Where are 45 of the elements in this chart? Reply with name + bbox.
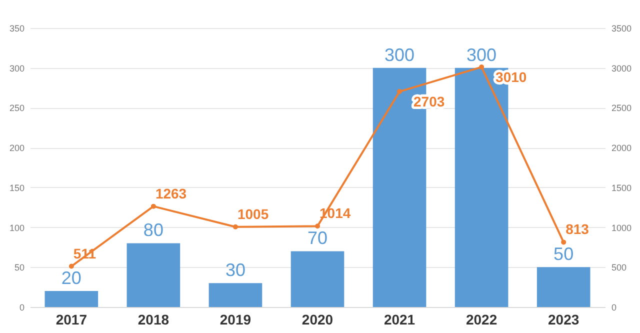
bar (126, 243, 180, 307)
point (561, 240, 566, 245)
x-tick-label: 2020 (302, 312, 334, 328)
y2-tick-label: 3000 (612, 63, 632, 74)
x-tick-label: 2017 (56, 312, 88, 328)
y2-tick-label: 2500 (612, 103, 632, 114)
y2-tick-label: 2000 (612, 143, 632, 154)
y-tick-label: 250 (9, 103, 24, 114)
data-label: 300 (466, 44, 497, 65)
y-tick-label: 0 (19, 302, 24, 312)
x-tick-label: 2022 (466, 312, 498, 328)
x-tick-label: 2019 (220, 312, 252, 328)
y2-tick-label: 1500 (612, 182, 632, 193)
y-tick-label: 100 (9, 222, 24, 233)
point (232, 224, 238, 230)
data-label: 30 (225, 260, 246, 280)
data-label: 300 (384, 44, 415, 65)
y-tick-label: 350 (9, 24, 24, 34)
bar (290, 251, 344, 307)
data-label: 1263 (155, 185, 187, 202)
y2-tick-label: 1000 (612, 222, 632, 233)
y-tick-label: 300 (9, 63, 24, 74)
data-label: 50 (554, 244, 574, 264)
data-label: 80 (143, 220, 164, 240)
bar (208, 283, 262, 307)
point (150, 204, 156, 209)
y-tick-label: 150 (9, 182, 24, 193)
point (68, 264, 74, 269)
x-tick-label: 2021 (384, 312, 416, 328)
data-label: 1005 (237, 206, 269, 222)
point (315, 224, 320, 229)
y-tick-label: 50 (14, 262, 24, 273)
y-tick-label: 200 (9, 143, 24, 154)
point (479, 64, 484, 70)
bar (44, 291, 98, 307)
x-tick-label: 2023 (548, 312, 580, 328)
data-label: 20 (61, 268, 82, 288)
y2-tick-label: 500 (612, 262, 627, 273)
data-label: 813 (566, 221, 590, 238)
bar (536, 267, 590, 307)
y2-tick-label: 3500 (612, 24, 632, 34)
point (397, 89, 402, 94)
y2-tick-label: 0 (612, 302, 617, 312)
data-label: 70 (307, 228, 328, 248)
x-tick-label: 2018 (138, 312, 170, 328)
